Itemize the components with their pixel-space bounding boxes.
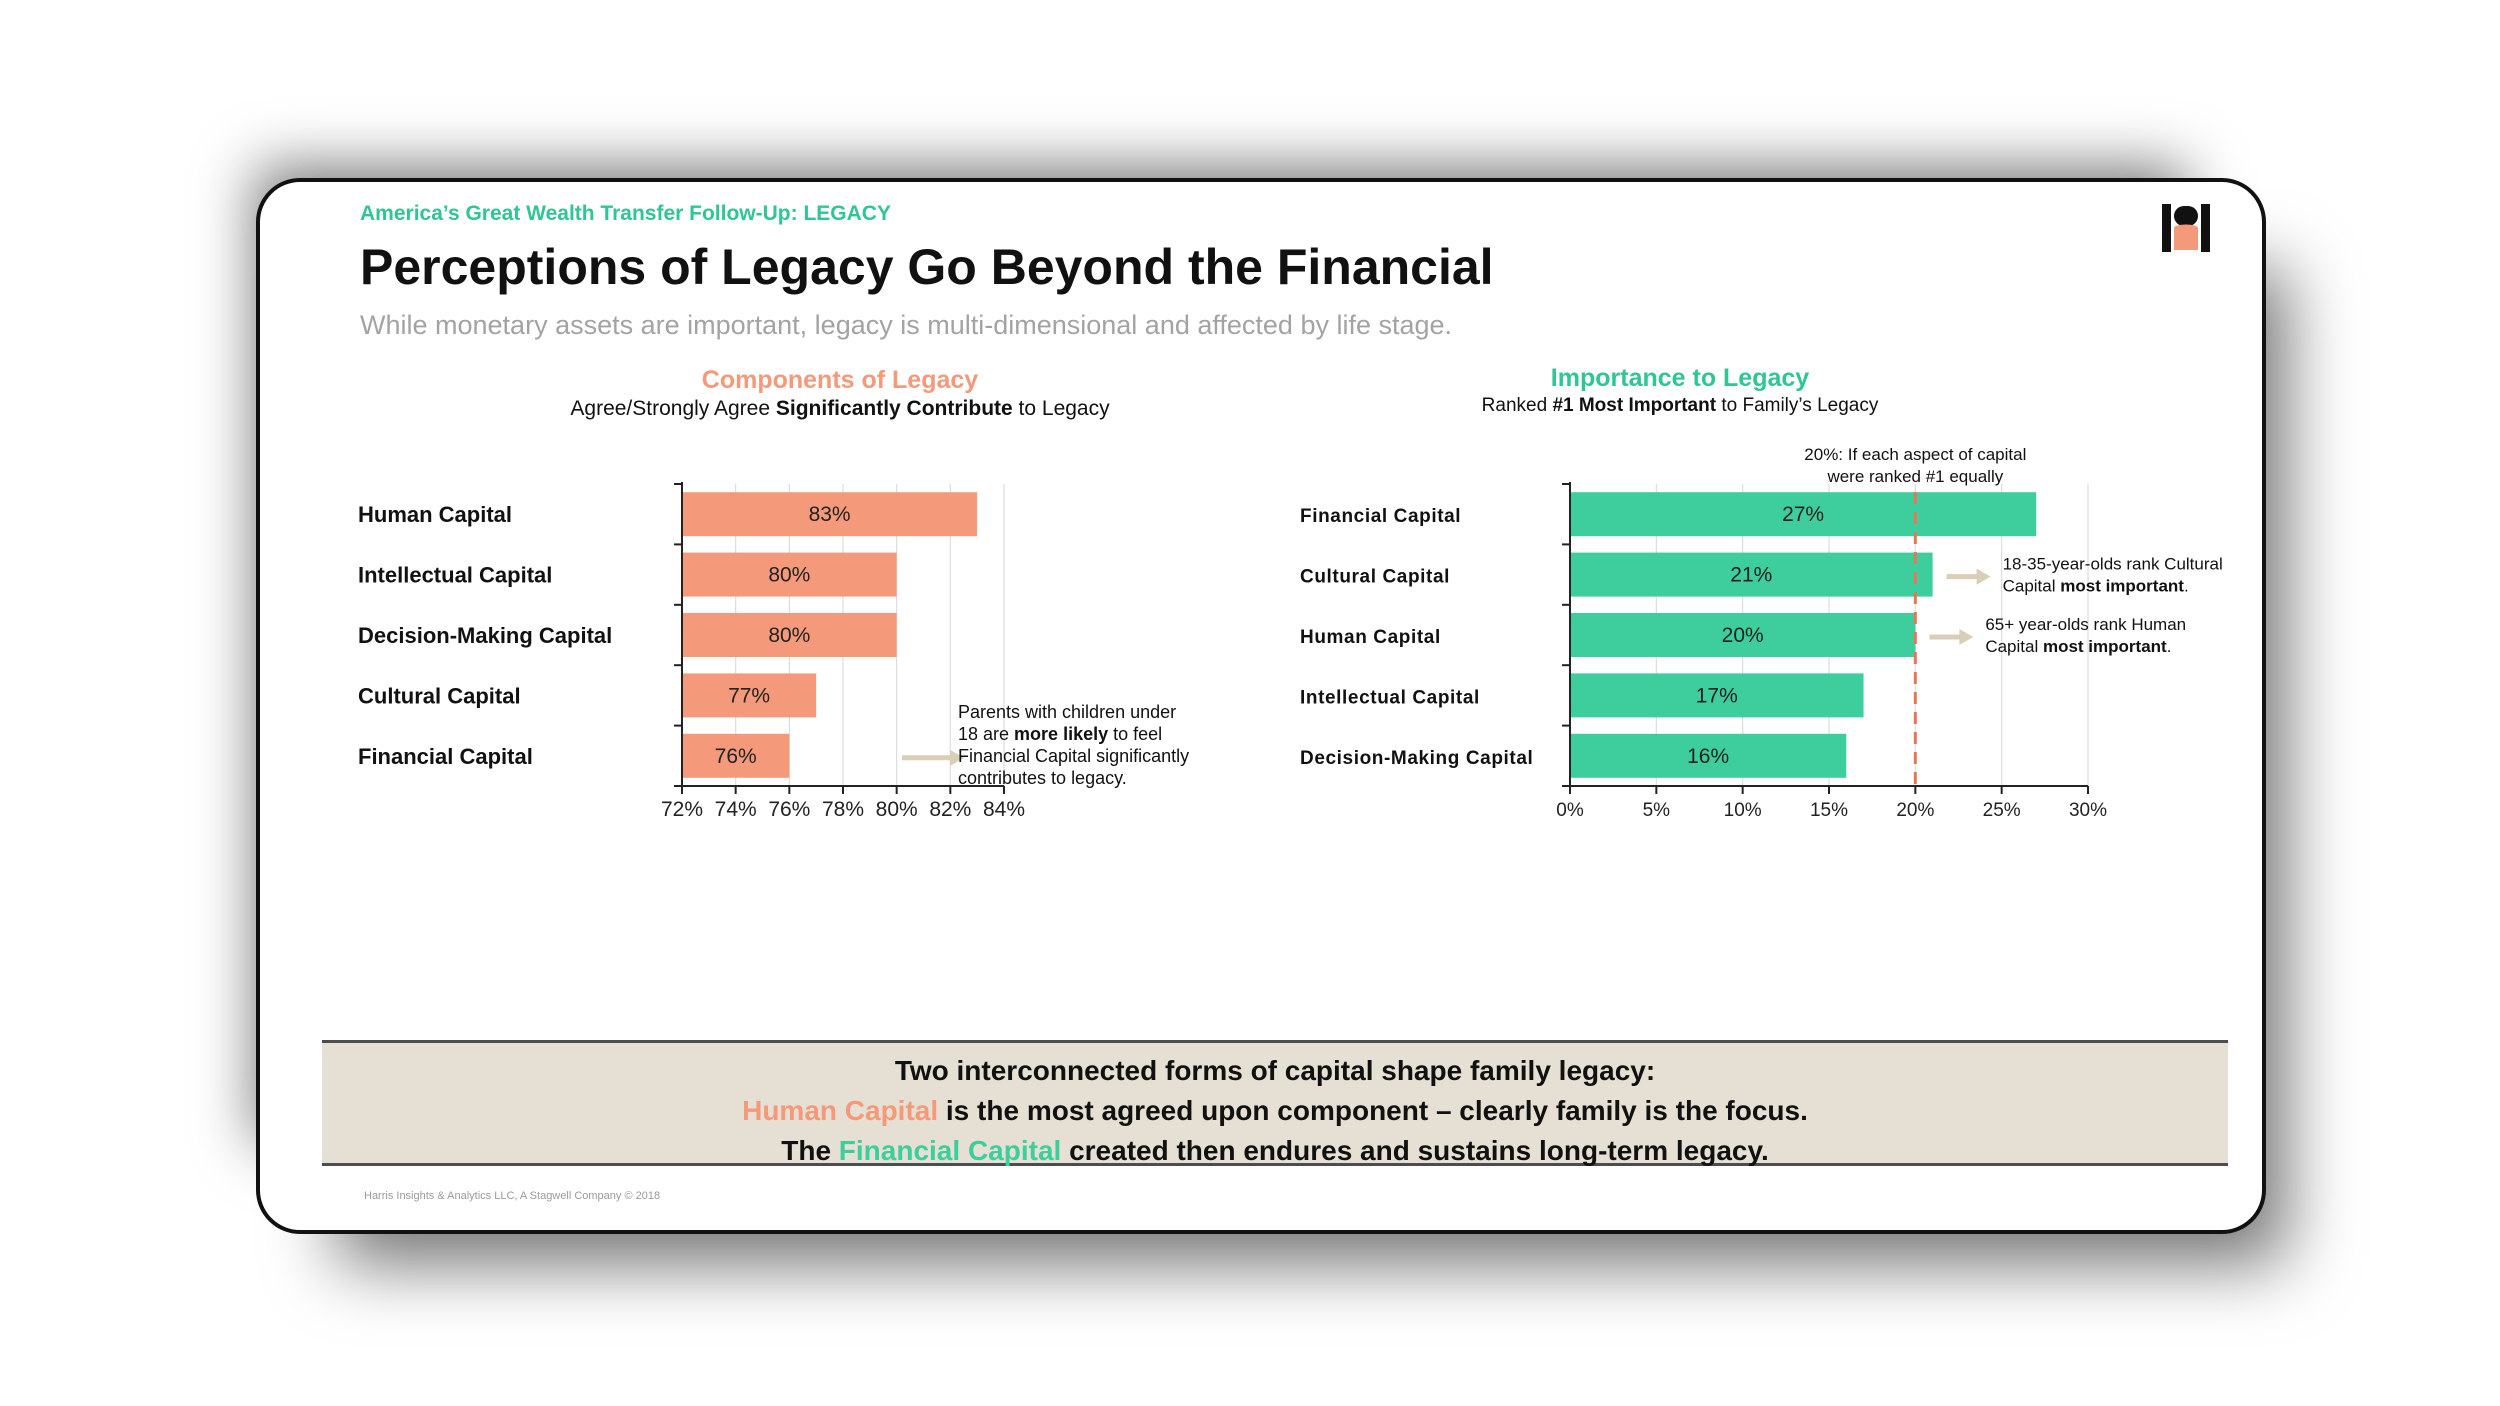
right-x-tick-label: 10% [1724, 800, 1762, 821]
reference-line-label: 20%: If each aspect of capital [1804, 445, 2026, 464]
right-bar-value-label: 27% [1782, 503, 1824, 526]
right-sub-pre: Ranked [1481, 395, 1553, 416]
right-x-tick-label: 5% [1643, 800, 1671, 821]
left-x-tick-label: 72% [661, 798, 703, 821]
reference-line-label: were ranked #1 equally [1826, 467, 2003, 486]
page-subtitle: While monetary assets are important, leg… [360, 310, 1453, 340]
left-bar-value-label: 76% [715, 745, 757, 768]
right-x-tick-label: 25% [1983, 800, 2021, 821]
summary-banner: Two interconnected forms of capital shap… [322, 1040, 2228, 1166]
banner-human-capital: Human Capital [742, 1095, 939, 1126]
left-bar-value-label: 80% [768, 564, 810, 587]
left-sub-bold: Significantly Contribute [775, 397, 1013, 420]
right-category-label: Human Capital [1300, 627, 1441, 648]
right-x-tick-label: 0% [1556, 800, 1584, 821]
left-category-label: Cultural Capital [358, 683, 521, 708]
right-category-label: Financial Capital [1300, 506, 1461, 527]
right-bar [1570, 733, 1847, 778]
left-bar [682, 673, 817, 718]
right-annotation-arrow [1929, 629, 1974, 645]
banner-line-3: The Financial Capital created then endur… [322, 1131, 2228, 1171]
left-sub-pre: Agree/Strongly Agree [570, 397, 776, 420]
right-chart-subtitle: Ranked #1 Most Important to Family’s Leg… [1380, 395, 1980, 417]
right-category-label: Intellectual Capital [1300, 687, 1480, 708]
right-chart-title: Importance to Legacy [1550, 364, 1810, 392]
left-bar-value-label: 80% [768, 624, 810, 647]
right-sub-bold: #1 Most Important [1552, 395, 1717, 416]
left-annotation-text: Parents with children under 18 are more l… [958, 702, 1189, 788]
charts-canvas: 83% Human Capital 80% Intellectual Capital 8… [358, 445, 2223, 821]
footer-copyright: Harris Insights & Analytics LLC, A Stagw… [364, 1190, 661, 1202]
slide: America’s Great Wealth Transfer Follow-U… [256, 178, 2266, 1234]
left-chart-title: Components of Legacy [701, 366, 979, 394]
left-category-label: Financial Capital [358, 744, 533, 769]
left-bar [682, 492, 978, 537]
right-bar [1570, 492, 2037, 537]
right-annotation-arrow [1946, 568, 1991, 585]
harris-logo-icon [2162, 204, 2210, 252]
right-annotation-text: 65+ year-olds rank Human Capital most imp… [1985, 615, 2186, 656]
left-x-tick-label: 74% [715, 798, 757, 821]
banner-line-3-pre: The [781, 1135, 839, 1166]
right-chart-header: Importance to Legacy Ranked #1 Most Impo… [1380, 364, 1980, 417]
banner-line-2: Human Capital is the most agreed upon co… [322, 1091, 2228, 1131]
left-x-tick-label: 80% [876, 798, 918, 821]
left-category-label: Decision-Making Capital [358, 623, 612, 648]
right-bar-value-label: 17% [1696, 684, 1738, 707]
right-bar [1570, 552, 1933, 597]
right-sub-post: to Family’s Legacy [1716, 395, 1879, 416]
kicker: America’s Great Wealth Transfer Follow-U… [360, 202, 891, 225]
right-category-label: Cultural Capital [1300, 567, 1450, 588]
left-category-label: Human Capital [358, 502, 512, 527]
banner-financial-capital: Financial Capital [838, 1135, 1062, 1166]
left-chart-header: Components of Legacy Agree/Strongly Agre… [530, 366, 1150, 421]
left-x-tick-label: 82% [929, 798, 971, 821]
left-x-tick-label: 78% [822, 798, 864, 821]
left-x-tick-label: 84% [983, 798, 1025, 821]
right-bar-value-label: 21% [1730, 564, 1772, 587]
left-category-label: Intellectual Capital [358, 563, 552, 588]
right-x-tick-label: 15% [1810, 800, 1848, 821]
banner-line-1: Two interconnected forms of capital shap… [894, 1055, 1656, 1086]
left-bar [682, 613, 897, 657]
left-bar [682, 552, 897, 597]
right-x-tick-label: 30% [2069, 800, 2107, 821]
right-x-tick-label: 20% [1896, 800, 1934, 821]
right-annotation-text: 18-35-year-olds rank Cultural Capital mos… [2003, 555, 2223, 596]
right-bar [1570, 613, 1916, 657]
left-bar-value-label: 77% [728, 684, 770, 707]
banner-line-3-rest: created then endures and sustains long-t… [1061, 1135, 1769, 1166]
right-bar-value-label: 20% [1722, 624, 1764, 647]
right-bar-value-label: 16% [1687, 745, 1729, 768]
left-bar-value-label: 83% [809, 503, 851, 526]
left-sub-post: to Legacy [1012, 397, 1110, 420]
right-bar [1570, 673, 1864, 718]
page-title: Perceptions of Legacy Go Beyond the Fina… [360, 239, 1494, 295]
left-annotation-arrow [902, 749, 964, 766]
banner-line-2-rest: is the most agreed upon component – clea… [938, 1095, 1808, 1126]
right-category-label: Decision-Making Capital [1300, 748, 1533, 769]
left-x-tick-label: 76% [768, 798, 810, 821]
left-chart-subtitle: Agree/Strongly Agree Significantly Contr… [530, 397, 1150, 421]
left-bar [682, 733, 790, 778]
